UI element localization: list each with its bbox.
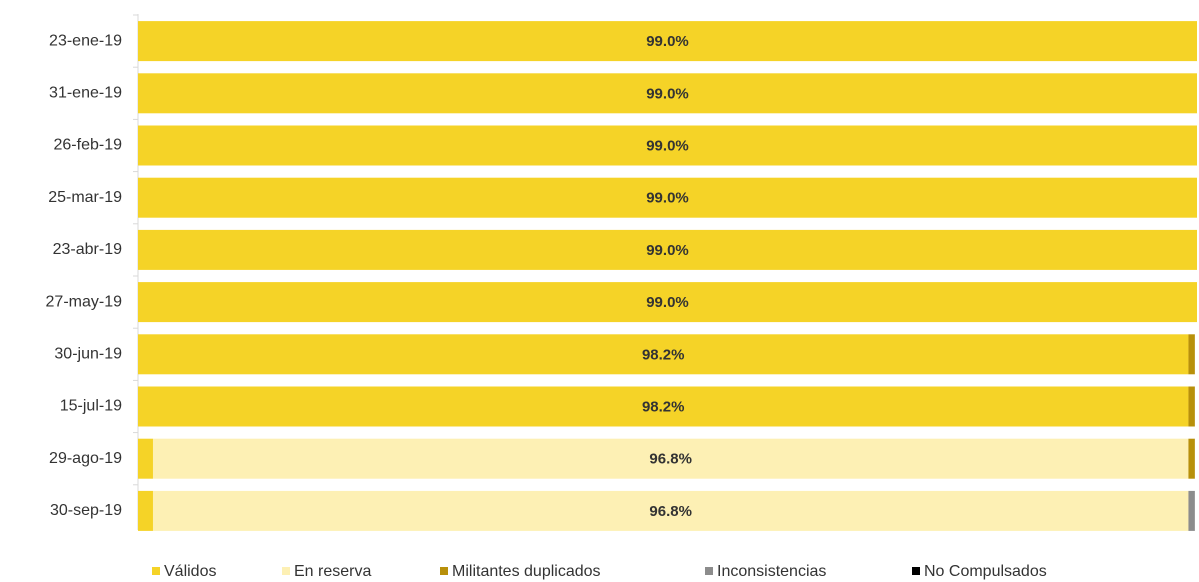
y-tick-label: 23-abr-19 (53, 241, 122, 258)
bar-segment (138, 21, 1197, 62)
bar-segment (138, 334, 1189, 375)
y-tick-label: 31-ene-19 (49, 85, 122, 102)
data-label: 99.0% (646, 242, 689, 259)
y-tick-label: 30-jun-19 (54, 346, 122, 363)
bar-segment (138, 490, 153, 531)
bar-segment (138, 438, 153, 479)
bar-segment (138, 386, 1189, 427)
bar-segment (1188, 438, 1195, 479)
bar-segment (138, 229, 1197, 270)
y-tick-label: 30-sep-19 (50, 502, 122, 519)
data-label: 96.8% (649, 503, 692, 520)
bar-segment (1188, 334, 1195, 375)
y-tick-label: 25-mar-19 (48, 189, 122, 206)
bar-segment (138, 282, 1197, 323)
data-label: 99.0% (646, 33, 689, 50)
legend-swatch (912, 567, 920, 575)
data-label: 99.0% (646, 294, 689, 311)
legend-swatch (440, 567, 448, 575)
legend-swatch (282, 567, 290, 575)
legend-label: Militantes duplicados (452, 563, 601, 580)
data-label: 99.0% (646, 137, 689, 154)
data-label: 98.2% (642, 346, 685, 363)
legend-swatch (152, 567, 160, 575)
data-label: 98.2% (642, 398, 685, 415)
y-tick-label: 23-ene-19 (49, 32, 122, 49)
y-tick-label: 26-feb-19 (54, 137, 123, 154)
bar-segment (138, 73, 1197, 114)
bar-segment (152, 490, 1189, 531)
legend-swatch (705, 567, 713, 575)
bar-segment (1188, 386, 1195, 427)
y-tick-label: 27-may-19 (46, 293, 123, 310)
data-label: 96.8% (649, 451, 692, 468)
legend-label: Inconsistencias (717, 563, 826, 580)
legend-label: En reserva (294, 563, 371, 580)
y-tick-label: 15-jul-19 (60, 398, 122, 415)
legend-label: Válidos (164, 563, 216, 580)
bar-segment (1188, 490, 1195, 531)
y-tick-label: 29-ago-19 (49, 450, 122, 467)
data-label: 99.0% (646, 85, 689, 102)
data-label: 99.0% (646, 190, 689, 207)
bar-segment (138, 125, 1197, 166)
bar-segment (152, 438, 1189, 479)
legend-label: No Compulsados (924, 563, 1047, 580)
bar-segment (138, 177, 1197, 218)
